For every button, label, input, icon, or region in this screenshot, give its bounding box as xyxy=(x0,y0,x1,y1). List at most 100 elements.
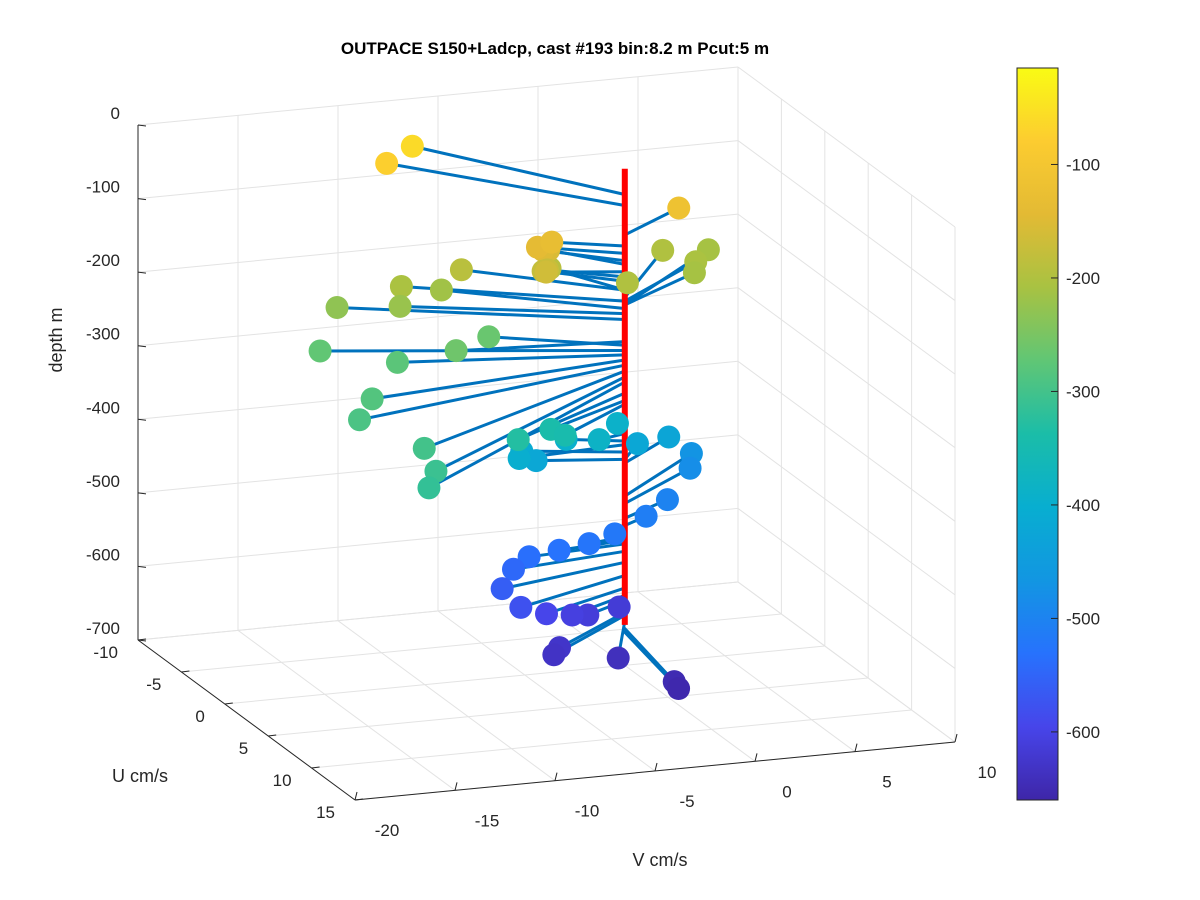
grid-line xyxy=(337,620,556,782)
y-tick-label: 15 xyxy=(316,803,335,822)
grid-line xyxy=(737,140,956,301)
stem-line xyxy=(623,451,693,498)
data-point xyxy=(501,557,525,581)
stem-line xyxy=(395,353,627,364)
data-point xyxy=(308,339,332,363)
grid-line xyxy=(737,66,956,228)
data-point xyxy=(507,446,531,470)
data-point xyxy=(560,603,584,627)
z-tick-label: 0 xyxy=(111,104,120,123)
x-tick-mark xyxy=(954,733,958,743)
axes-box xyxy=(137,124,958,801)
data-point xyxy=(667,677,691,701)
data-point xyxy=(678,456,702,480)
grid-line xyxy=(237,629,456,791)
y-tick-label: 0 xyxy=(195,707,204,726)
stem-line xyxy=(527,542,627,559)
grid-line xyxy=(137,213,739,273)
z-tick-label: -400 xyxy=(86,398,120,417)
y-tick-label: -5 xyxy=(146,675,161,694)
grid-line xyxy=(137,140,739,200)
data-point xyxy=(587,428,611,452)
data-point xyxy=(547,538,571,562)
y-tick-label: -10 xyxy=(93,643,118,662)
data-point xyxy=(429,278,453,302)
grid-line xyxy=(224,645,825,705)
y-tick-label: 10 xyxy=(273,771,292,790)
stem-line xyxy=(318,348,627,353)
data-point xyxy=(577,532,601,556)
z-tick-label: -100 xyxy=(86,178,120,197)
stem-line xyxy=(623,466,692,505)
data-point xyxy=(389,275,413,299)
grid-line xyxy=(181,613,782,673)
grid-line xyxy=(737,508,956,669)
y-tick-mark xyxy=(224,702,233,705)
y-axis-line xyxy=(137,639,356,801)
data-point xyxy=(534,260,558,284)
grid-line xyxy=(537,600,756,762)
stem-line xyxy=(398,304,627,316)
z-tick-mark xyxy=(137,345,147,348)
data-point xyxy=(605,411,629,435)
colorbar-tick-label: -200 xyxy=(1066,269,1100,288)
grid-line xyxy=(268,677,869,737)
colorbar-tick-label: -500 xyxy=(1066,609,1100,628)
stem-line xyxy=(422,369,627,450)
data-point xyxy=(490,577,514,601)
stem-line xyxy=(516,391,627,442)
colorbar-tick-label: -600 xyxy=(1066,723,1100,742)
data-point xyxy=(655,488,679,512)
z-tick-mark xyxy=(137,492,147,495)
grid-line xyxy=(637,591,856,753)
x-tick-label: 5 xyxy=(882,773,891,792)
z-tick-mark xyxy=(137,271,147,274)
stem-line xyxy=(439,288,627,311)
x-tick-mark xyxy=(854,743,858,752)
colorbar-gradient xyxy=(1016,67,1059,801)
data-point xyxy=(607,595,631,619)
data-point xyxy=(535,602,558,626)
data-point xyxy=(524,449,548,473)
z-tick-label: -200 xyxy=(86,251,120,270)
colorbar-tick-label: -400 xyxy=(1066,496,1100,515)
data-point xyxy=(449,258,473,282)
data-point xyxy=(606,646,630,670)
data-point xyxy=(625,432,649,456)
data-point xyxy=(400,134,424,158)
stem-line xyxy=(335,306,627,322)
tick-labels: 0-100-200-300-400-500-600-700-20-15-10-5… xyxy=(86,104,996,840)
stem-line xyxy=(410,144,627,196)
colorbar: -100 -200 -300 -400 -500 -600 xyxy=(1016,67,1100,801)
stem-line xyxy=(500,560,627,591)
x-axis-label: V cm/s xyxy=(632,850,687,870)
grid-line xyxy=(737,581,956,743)
stem-line xyxy=(623,271,696,307)
grid-line xyxy=(737,287,956,449)
grid-line xyxy=(737,434,956,596)
x-tick-mark xyxy=(454,782,458,791)
data-point xyxy=(682,261,706,285)
data-point xyxy=(348,408,372,432)
z-tick-label: -300 xyxy=(86,325,120,344)
y-tick-mark xyxy=(137,638,147,641)
stem-line xyxy=(370,358,627,401)
data-point xyxy=(651,238,675,262)
x-tick-mark xyxy=(754,753,758,762)
x-tick-mark xyxy=(354,791,358,801)
data-point xyxy=(540,230,564,254)
z-axis-label: depth m xyxy=(46,307,66,372)
data-point xyxy=(615,271,639,295)
x-tick-label: -20 xyxy=(375,821,400,840)
stem-line xyxy=(519,574,627,609)
stem-line xyxy=(385,161,627,208)
x-tick-label: 0 xyxy=(782,782,791,801)
y-tick-mark xyxy=(268,734,277,737)
data-point xyxy=(634,504,658,528)
data-point xyxy=(603,522,627,546)
data-point xyxy=(385,350,409,374)
stem-line xyxy=(558,610,627,650)
y-tick-mark xyxy=(354,798,364,801)
stem-line xyxy=(548,266,627,292)
grid-line xyxy=(137,581,739,641)
